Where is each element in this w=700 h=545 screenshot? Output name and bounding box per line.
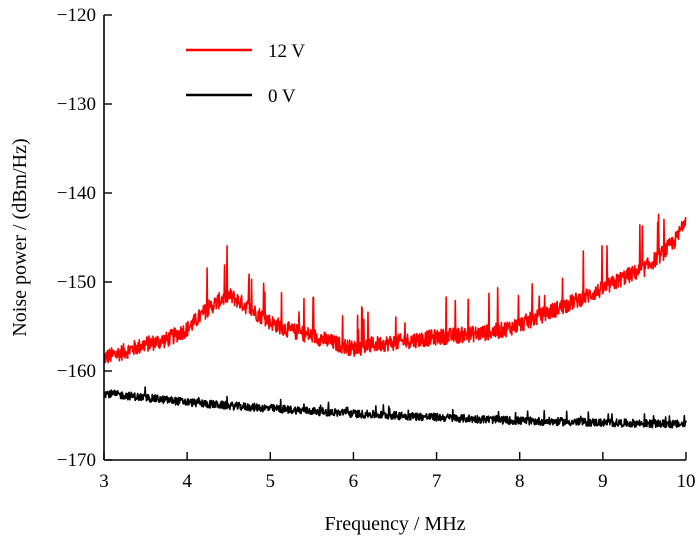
y-axis-label: Noise power / (dBm/Hz) — [9, 138, 31, 336]
x-tick-label: 5 — [266, 471, 276, 492]
x-axis-label: Frequency / MHz — [324, 513, 465, 535]
x-tick-label: 6 — [349, 471, 359, 492]
series-line-0v — [103, 386, 687, 429]
ticks-layer: 3 4 5 6 7 8 9 10 −120 −130 −140 −150 −160 −170 — [57, 5, 696, 492]
x-tick-label: 4 — [182, 471, 192, 492]
y-tick-label: −170 — [57, 450, 96, 471]
series-layer — [103, 213, 687, 429]
x-tick-label: 7 — [432, 471, 442, 492]
x-tick-label: 8 — [515, 471, 525, 492]
y-tick-label: −130 — [57, 94, 96, 115]
x-tick-label: 10 — [677, 471, 696, 492]
y-tick-label: −120 — [57, 5, 96, 26]
y-tick-label: −140 — [57, 183, 96, 204]
series-line-12v — [103, 213, 687, 364]
legend-label-12v: 12 V — [268, 41, 305, 62]
x-tick-label: 3 — [99, 471, 109, 492]
axes-layer — [103, 15, 686, 461]
y-tick-label: −150 — [57, 272, 96, 293]
legend: 12 V 0 V — [186, 41, 305, 107]
legend-label-0v: 0 V — [268, 86, 296, 107]
y-tick-label: −160 — [57, 361, 96, 382]
x-tick-label: 9 — [598, 471, 608, 492]
